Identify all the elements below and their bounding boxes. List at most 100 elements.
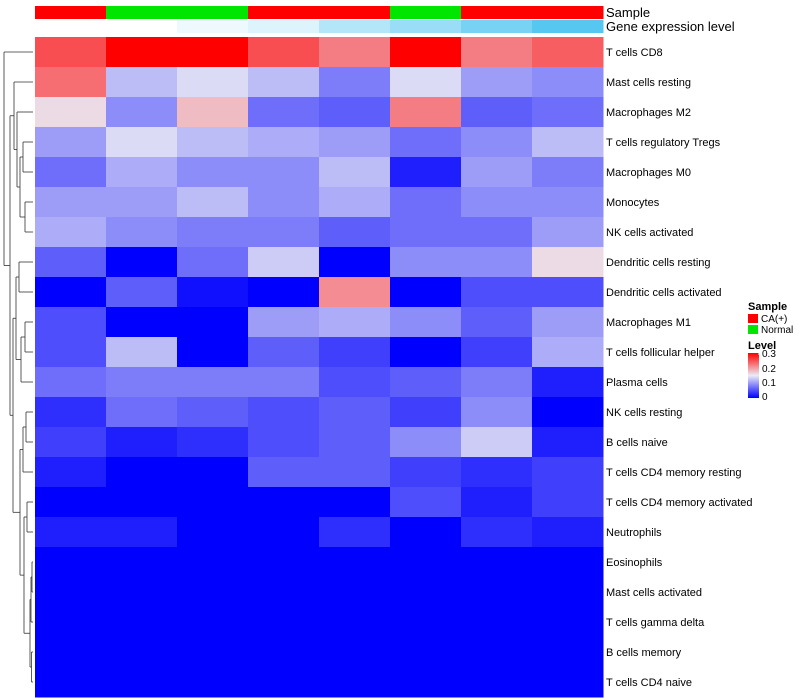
- heatmap-cell: [177, 367, 249, 398]
- heatmap-cell: [106, 277, 178, 308]
- row-label: NK cells resting: [606, 407, 682, 419]
- heatmap-cell: [177, 457, 249, 488]
- heatmap-cell: [248, 127, 320, 158]
- heatmap-cell: [177, 187, 249, 218]
- heatmap-cell: [390, 637, 462, 668]
- gene-expression-annotation-cell: [319, 20, 391, 33]
- heatmap-cell: [35, 217, 107, 248]
- heatmap-cell: [319, 517, 391, 548]
- heatmap-cell: [461, 187, 533, 218]
- heatmap-cell: [319, 217, 391, 248]
- heatmap-cell: [319, 277, 391, 308]
- heatmap-cell: [461, 547, 533, 578]
- gene-expression-annotation-cell: [532, 20, 604, 33]
- heatmap-cell: [532, 427, 604, 458]
- heatmap-cell: [35, 457, 107, 488]
- gene-expression-annotation-cell: [35, 20, 107, 33]
- heatmap-cell: [177, 127, 249, 158]
- heatmap-cell: [248, 37, 320, 68]
- heatmap-cell: [248, 547, 320, 578]
- heatmap-cell: [319, 607, 391, 638]
- sample-annotation-cell: [248, 6, 320, 19]
- heatmap-cell: [248, 217, 320, 248]
- heatmap-cell: [106, 307, 178, 338]
- heatmap-cell: [177, 607, 249, 638]
- legend-label-ca: CA(+): [761, 314, 787, 325]
- heatmap-cell: [177, 307, 249, 338]
- legend-color-bar: [748, 353, 759, 398]
- heatmap-cell: [248, 187, 320, 218]
- heatmap-cell: [35, 547, 107, 578]
- heatmap-cell: [532, 397, 604, 428]
- heatmap-cell: [248, 67, 320, 98]
- heatmap-cell: [35, 517, 107, 548]
- heatmap-cells: [35, 37, 604, 698]
- row-label: B cells memory: [606, 647, 682, 659]
- heatmap-cell: [106, 187, 178, 218]
- heatmap-cell: [319, 637, 391, 668]
- row-labels: T cells CD8 Mast cells resting Macrophages…: [606, 47, 753, 689]
- heatmap-cell: [106, 577, 178, 608]
- heatmap-cell: [106, 127, 178, 158]
- heatmap-cell: [532, 217, 604, 248]
- heatmap-cell: [248, 457, 320, 488]
- heatmap-cell: [35, 637, 107, 668]
- legend-sample-title: Sample: [748, 301, 787, 313]
- heatmap-cell: [248, 157, 320, 188]
- heatmap-cell: [390, 67, 462, 98]
- heatmap-cell: [177, 217, 249, 248]
- heatmap-cell: [461, 457, 533, 488]
- legend-label-normal: Normal: [761, 325, 793, 336]
- heatmap-cell: [106, 547, 178, 578]
- row-label: Macrophages M1: [606, 317, 691, 329]
- row-label: Dendritic cells resting: [606, 257, 711, 269]
- gene-expression-annotation-cell: [248, 20, 320, 33]
- heatmap-cell: [461, 337, 533, 368]
- legend-swatch-ca: [748, 314, 758, 323]
- heatmap-cell: [390, 427, 462, 458]
- heatmap-cell: [177, 397, 249, 428]
- row-label: Mast cells resting: [606, 77, 691, 89]
- heatmap-cell: [248, 367, 320, 398]
- heatmap-cell: [390, 217, 462, 248]
- heatmap-cell: [532, 37, 604, 68]
- heatmap-cell: [248, 427, 320, 458]
- heatmap-cell: [390, 607, 462, 638]
- heatmap-cell: [390, 367, 462, 398]
- heatmap-cell: [532, 607, 604, 638]
- row-label: T cells gamma delta: [606, 617, 705, 629]
- heatmap-cell: [106, 397, 178, 428]
- heatmap-cell: [106, 217, 178, 248]
- legend-swatch-normal: [748, 325, 758, 334]
- heatmap-cell: [461, 247, 533, 278]
- heatmap-cell: [177, 247, 249, 278]
- heatmap-cell: [461, 577, 533, 608]
- heatmap-cell: [248, 517, 320, 548]
- heatmap-cell: [532, 187, 604, 218]
- sample-annotation-cell: [319, 6, 391, 19]
- heatmap-cell: [319, 577, 391, 608]
- row-label: B cells naive: [606, 437, 668, 449]
- row-label: NK cells activated: [606, 227, 693, 239]
- legend: Sample CA(+) Normal Level 0.3 0.2 0.1 0: [748, 301, 793, 403]
- heatmap-cell: [35, 277, 107, 308]
- heatmap-cell: [106, 67, 178, 98]
- heatmap-cell: [106, 367, 178, 398]
- heatmap-cell: [461, 367, 533, 398]
- heatmap-cell: [177, 37, 249, 68]
- legend-tick-0: 0: [762, 392, 768, 403]
- row-label: Eosinophils: [606, 557, 663, 569]
- row-label: T cells regulatory Tregs: [606, 137, 721, 149]
- heatmap-cell: [177, 637, 249, 668]
- heatmap-cell: [390, 457, 462, 488]
- heatmap-cell: [177, 427, 249, 458]
- heatmap-cell: [35, 487, 107, 518]
- heatmap-cell: [35, 187, 107, 218]
- row-label: T cells follicular helper: [606, 347, 715, 359]
- heatmap-cell: [319, 487, 391, 518]
- heatmap-cell: [177, 667, 249, 698]
- heatmap-cell: [35, 427, 107, 458]
- heatmap-cell: [35, 37, 107, 68]
- row-label: Macrophages M2: [606, 107, 691, 119]
- heatmap-cell: [390, 157, 462, 188]
